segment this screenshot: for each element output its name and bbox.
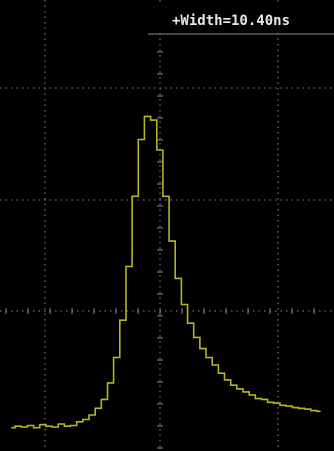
waveform-sample-point bbox=[251, 394, 253, 396]
waveform-sample-point bbox=[66, 425, 69, 428]
waveform-sample-point bbox=[196, 336, 198, 339]
waveform-sample-point bbox=[115, 356, 118, 359]
waveform-sample-point bbox=[177, 277, 180, 280]
waveform-sample-point bbox=[109, 382, 112, 384]
waveform-sample-point bbox=[276, 402, 278, 404]
waveform-sample-point bbox=[257, 397, 260, 400]
waveform-sample-point bbox=[226, 379, 229, 381]
waveform-sample-point bbox=[214, 364, 217, 366]
waveform-sample-point bbox=[245, 391, 247, 393]
waveform-sample-point bbox=[165, 195, 167, 198]
waveform-sample-point bbox=[263, 398, 266, 401]
waveform-sample-point bbox=[146, 115, 149, 118]
waveform-sample-point bbox=[171, 240, 173, 242]
waveform-sample-point bbox=[220, 372, 223, 375]
waveform-sample-point bbox=[103, 398, 106, 401]
waveform-sample-point bbox=[288, 405, 291, 407]
measurement-readout: +Width=10.40ns bbox=[148, 4, 334, 35]
waveform-sample-point bbox=[159, 149, 161, 151]
waveform-sample-point bbox=[122, 319, 124, 322]
waveform-sample-point bbox=[72, 424, 75, 427]
waveform-sample-point bbox=[183, 303, 186, 306]
waveform-sample-point bbox=[319, 410, 321, 413]
waveform-sample-point bbox=[85, 418, 87, 421]
width-measurement-label: +Width=10.40ns bbox=[172, 13, 290, 29]
waveform-sample-point bbox=[29, 424, 32, 427]
waveform-sample-point bbox=[17, 425, 20, 428]
waveform-sample-point bbox=[282, 404, 284, 407]
measurement-readout-background bbox=[148, 4, 334, 32]
waveform-sample-point bbox=[134, 195, 136, 198]
waveform-sample-point bbox=[313, 409, 315, 412]
waveform-sample-point bbox=[208, 356, 210, 359]
waveform-sample-point bbox=[239, 388, 241, 390]
waveform-sample-point bbox=[97, 407, 99, 410]
waveform-sample-point bbox=[306, 408, 309, 410]
waveform-sample-point bbox=[300, 407, 303, 410]
waveform-sample-point bbox=[128, 265, 130, 268]
waveform-sample-point bbox=[294, 406, 297, 409]
waveform-sample-point bbox=[202, 347, 204, 350]
waveform-sample-point bbox=[91, 414, 93, 416]
waveform-sample-point bbox=[269, 401, 272, 404]
waveform-sample-point bbox=[48, 425, 50, 428]
waveform-sample-point bbox=[42, 423, 44, 426]
waveform-sample-point bbox=[189, 322, 192, 325]
waveform-sample-point bbox=[23, 426, 26, 428]
waveform-sample-point bbox=[60, 423, 63, 425]
waveform-sample-point bbox=[54, 426, 56, 428]
waveform-trace-group bbox=[11, 115, 321, 429]
waveform-sample-point bbox=[233, 384, 235, 387]
waveform-sample-point bbox=[152, 119, 155, 121]
waveform-sample-point bbox=[140, 138, 143, 141]
waveform-sample-point bbox=[35, 426, 38, 429]
waveform-sample-point bbox=[79, 421, 81, 423]
waveform-sample-point bbox=[11, 426, 13, 429]
